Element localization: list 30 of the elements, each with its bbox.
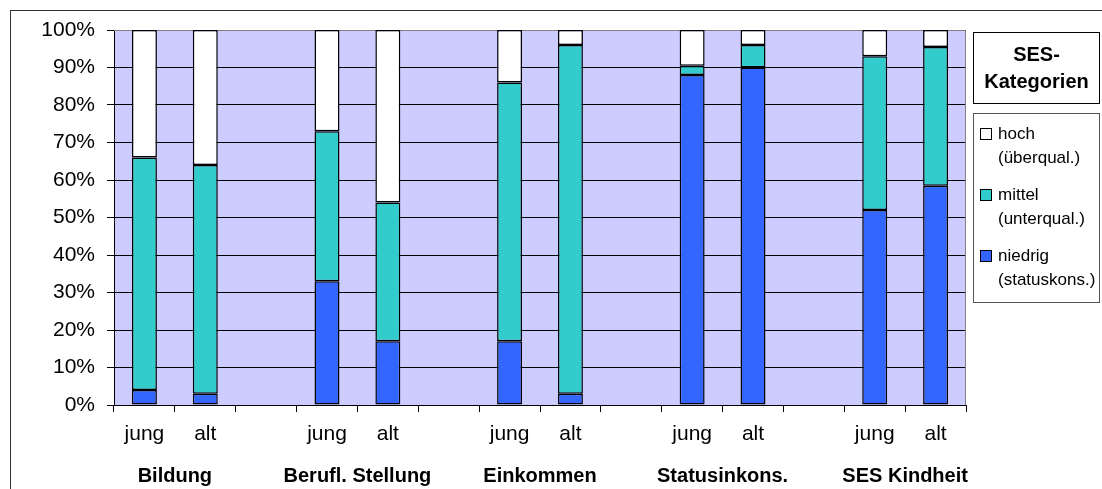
y-tick-label: 20% <box>52 316 95 340</box>
text: SES Kindheit <box>842 463 969 486</box>
y-tick-label: 80% <box>52 91 95 115</box>
y-tick-label: 40% <box>52 241 95 265</box>
x-tick-label: jung <box>671 421 712 445</box>
legend-title: SES-Kategorien <box>983 42 1090 94</box>
x-tick-label: alt <box>376 421 400 445</box>
legend-label: niedrig (statuskons.) <box>998 245 1096 291</box>
y-tick-label: 50% <box>52 204 95 228</box>
x-tick-label: jung <box>488 421 530 445</box>
x-tick-label: jung <box>853 421 895 445</box>
text: Bildung <box>137 463 213 486</box>
y-tick-label: 100% <box>41 16 95 40</box>
x-tick-label: alt <box>559 421 582 445</box>
x-tick-label: alt <box>741 421 765 445</box>
text: Berufl. Stellung <box>283 463 432 486</box>
y-tick-label: 30% <box>52 279 95 303</box>
legend-label: hoch (überqual.) <box>998 123 1082 169</box>
legend-label: mittel (unterqual.) <box>998 184 1086 230</box>
x-tick-label: alt <box>194 421 217 445</box>
x-tick-label: jung <box>123 421 165 445</box>
text: Einkommen <box>483 463 597 486</box>
y-tick-label: 70% <box>52 129 95 153</box>
y-tick-label: 90% <box>52 54 95 78</box>
x-tick-label: alt <box>924 421 947 445</box>
x-tick-label: jung <box>306 421 347 445</box>
y-tick-label: 10% <box>52 354 95 378</box>
y-tick-label: 0% <box>64 391 95 415</box>
text: Statusinkons. <box>657 463 789 486</box>
y-tick-label: 60% <box>52 166 95 190</box>
